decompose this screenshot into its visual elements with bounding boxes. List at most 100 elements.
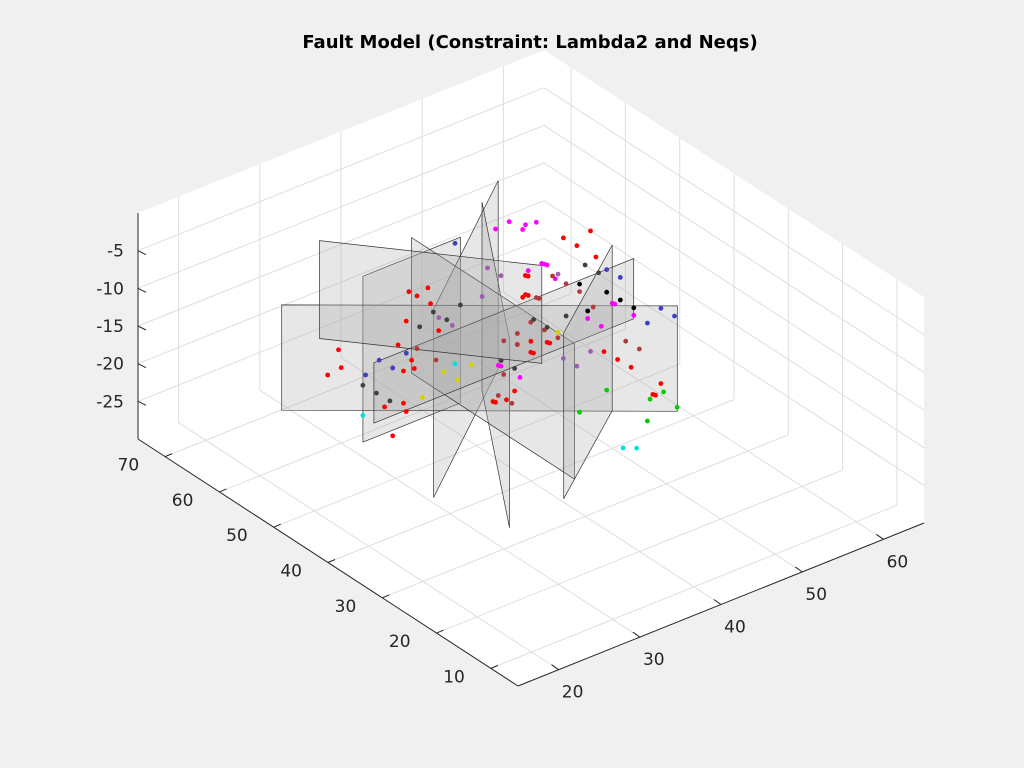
y-tick-label: 60 [172, 491, 194, 511]
scatter-point [620, 445, 626, 451]
x-tick-label: 60 [887, 552, 909, 572]
scatter-point [647, 396, 653, 402]
grid-line [137, 124, 545, 289]
scatter-point [506, 219, 512, 225]
z-tick-label: -25 [96, 392, 124, 412]
scatter-point [444, 317, 450, 323]
scatter-point [661, 389, 666, 395]
scatter-point [336, 347, 341, 353]
tick-labels: 20 30 40 50 60 10 20 30 40 50 60 70 -5 -10 -15 -20 -25 [96, 242, 908, 703]
scatter-point [382, 404, 387, 410]
scatter-point [452, 240, 458, 246]
scatter-point [498, 363, 504, 369]
scatter-point [401, 368, 406, 374]
scatter-point [577, 289, 582, 294]
scatter-point [468, 362, 474, 368]
grid-line [137, 87, 545, 252]
scatter-point [636, 346, 642, 352]
scatter-point [563, 313, 569, 319]
scatter-point [596, 270, 601, 276]
scatter-point [455, 377, 461, 382]
grid-line [543, 237, 925, 486]
tick-mark [327, 559, 336, 563]
scatter-point [409, 357, 414, 363]
x-tick-label: 50 [805, 585, 827, 605]
z-tick-label: -15 [96, 317, 124, 337]
scatter-point [420, 395, 425, 400]
scatter-point [430, 309, 436, 315]
grid-line [543, 87, 925, 336]
scatter-point [523, 222, 528, 228]
scatter-point [588, 228, 593, 234]
scatter-point [515, 331, 520, 336]
scatter-point [525, 293, 531, 298]
scatter-point [547, 340, 553, 346]
scatter-point [360, 382, 366, 388]
scatter-point [401, 400, 406, 406]
scatter-point [585, 316, 591, 321]
scatter-point [479, 294, 485, 299]
tick-mark [876, 533, 884, 540]
scatter-point [577, 281, 582, 287]
scatter-point [615, 357, 620, 362]
scatter-point [493, 226, 498, 232]
scatter-point [533, 295, 539, 300]
grid-line [543, 200, 925, 449]
z-tick-label: -10 [96, 279, 124, 299]
scatter-point [504, 397, 509, 403]
scatter-point [544, 324, 550, 330]
grid-line [137, 162, 545, 327]
scatter-point [428, 301, 433, 307]
scatter-point [623, 338, 629, 344]
scatter-point [509, 400, 515, 406]
scatter-point [601, 349, 607, 355]
y-tick-label: 40 [280, 562, 302, 582]
x-tick-label: 30 [643, 650, 665, 670]
scatter-point [403, 318, 409, 324]
scatter-point [436, 328, 442, 333]
scatter-point [514, 342, 520, 347]
tick-mark [137, 250, 147, 256]
scatter-point [403, 409, 409, 414]
z-tick-label: -20 [96, 355, 124, 375]
tick-mark [632, 631, 641, 638]
scatter-points [325, 219, 680, 451]
scatter-point [672, 313, 677, 319]
fault-plane [411, 236, 575, 480]
scatter-point [452, 361, 458, 367]
scatter-point [590, 304, 596, 310]
scatter-point [417, 324, 423, 330]
scatter-point [653, 392, 658, 398]
scatter-point [582, 262, 588, 268]
scatter-point [449, 323, 455, 328]
scatter-point [520, 227, 526, 232]
scatter-point [498, 358, 504, 363]
grid-line [490, 504, 898, 669]
scatter-point [360, 413, 366, 418]
scatter-point [631, 312, 637, 318]
scatter-point [658, 305, 664, 311]
scatter-point [531, 350, 536, 356]
scatter-point [525, 268, 531, 274]
scatter-point [588, 349, 593, 354]
tick-mark [137, 287, 147, 293]
y-tick-label: 20 [389, 632, 411, 652]
scatter-point [550, 273, 555, 279]
scatter-point [495, 393, 501, 398]
scatter-point [555, 335, 561, 341]
y-tick-label: 10 [443, 667, 465, 687]
scatter-point [628, 364, 634, 370]
scatter-point [363, 372, 368, 378]
y-tick-label: 30 [335, 597, 357, 617]
grid-line [543, 124, 925, 373]
tick-mark [273, 523, 281, 528]
tick-mark [713, 599, 722, 605]
scatter-point [512, 388, 517, 394]
scatter-point [604, 387, 610, 393]
scatter-point [561, 356, 566, 361]
scatter-point [501, 372, 507, 377]
scatter-point [403, 350, 409, 356]
scatter-point [376, 357, 382, 363]
scatter-point [338, 365, 344, 371]
scatter-point [585, 308, 591, 314]
